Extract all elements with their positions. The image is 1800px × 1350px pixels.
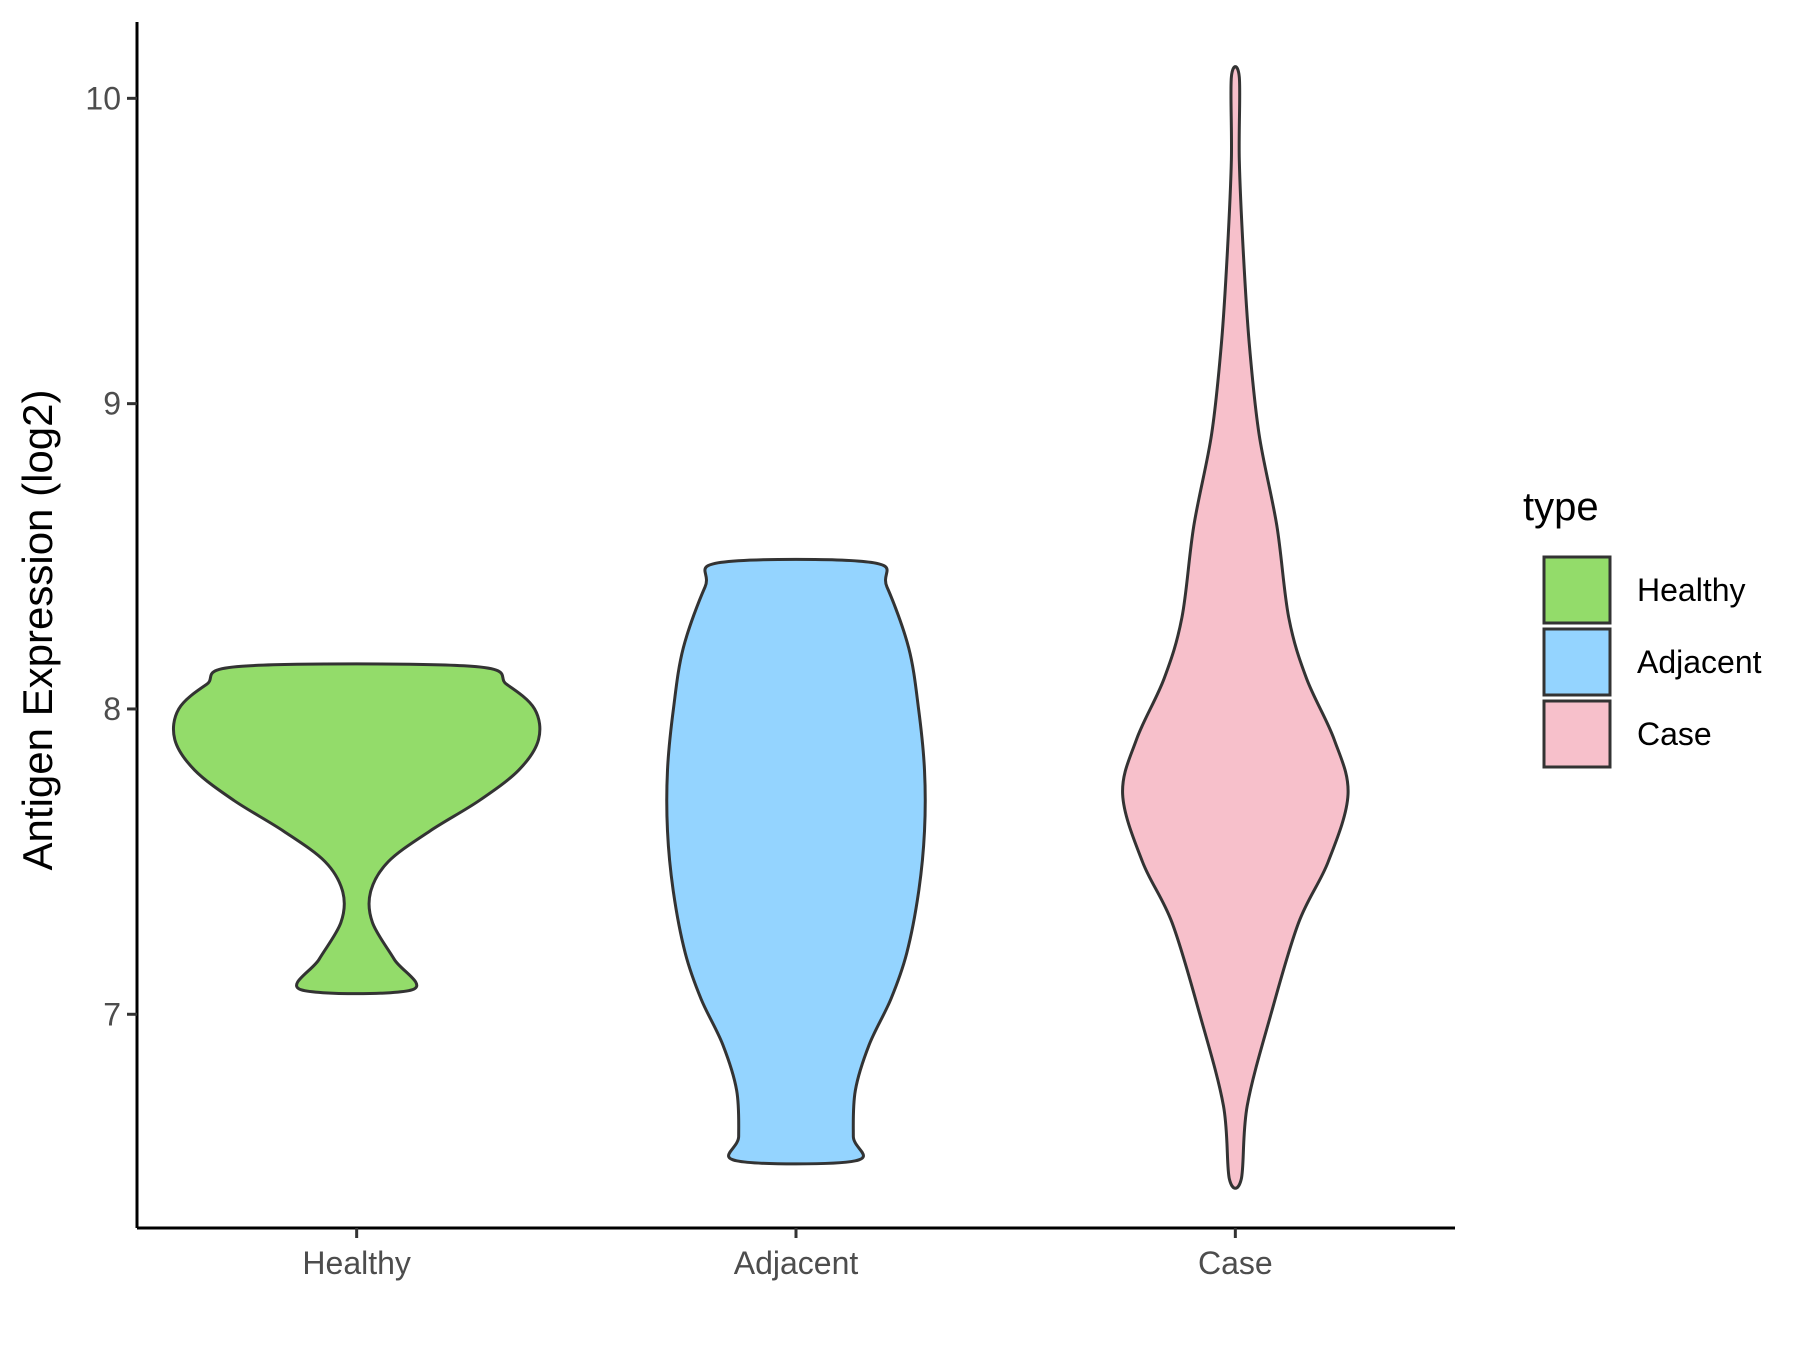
y-tick-label: 9 — [103, 386, 121, 422]
legend-label-healthy: Healthy — [1637, 572, 1746, 608]
violin-healthy — [171, 662, 542, 996]
violins-layer — [171, 65, 1350, 1190]
y-axis-title: Antigen Expression (log2) — [14, 390, 61, 871]
y-tick-label: 8 — [103, 691, 121, 727]
legend: type Healthy Adjacent Case — [1523, 485, 1762, 769]
legend-key-case — [1542, 699, 1612, 769]
axes-layer: 7 8 9 10 Healthy Adjacent Case — [85, 22, 1455, 1281]
legend-key-healthy — [1542, 555, 1612, 625]
x-tick-label: Adjacent — [734, 1245, 859, 1281]
violin-adjacent — [665, 557, 927, 1166]
violin-case — [1121, 65, 1350, 1190]
y-tick-label: 7 — [103, 996, 121, 1032]
legend-key-adjacent — [1542, 627, 1612, 697]
legend-label-adjacent: Adjacent — [1637, 644, 1762, 680]
x-tick-label: Case — [1198, 1245, 1273, 1281]
x-tick-label: Healthy — [302, 1245, 411, 1281]
legend-label-case: Case — [1637, 716, 1712, 752]
y-tick-label: 10 — [85, 80, 121, 116]
legend-title: type — [1523, 485, 1599, 529]
